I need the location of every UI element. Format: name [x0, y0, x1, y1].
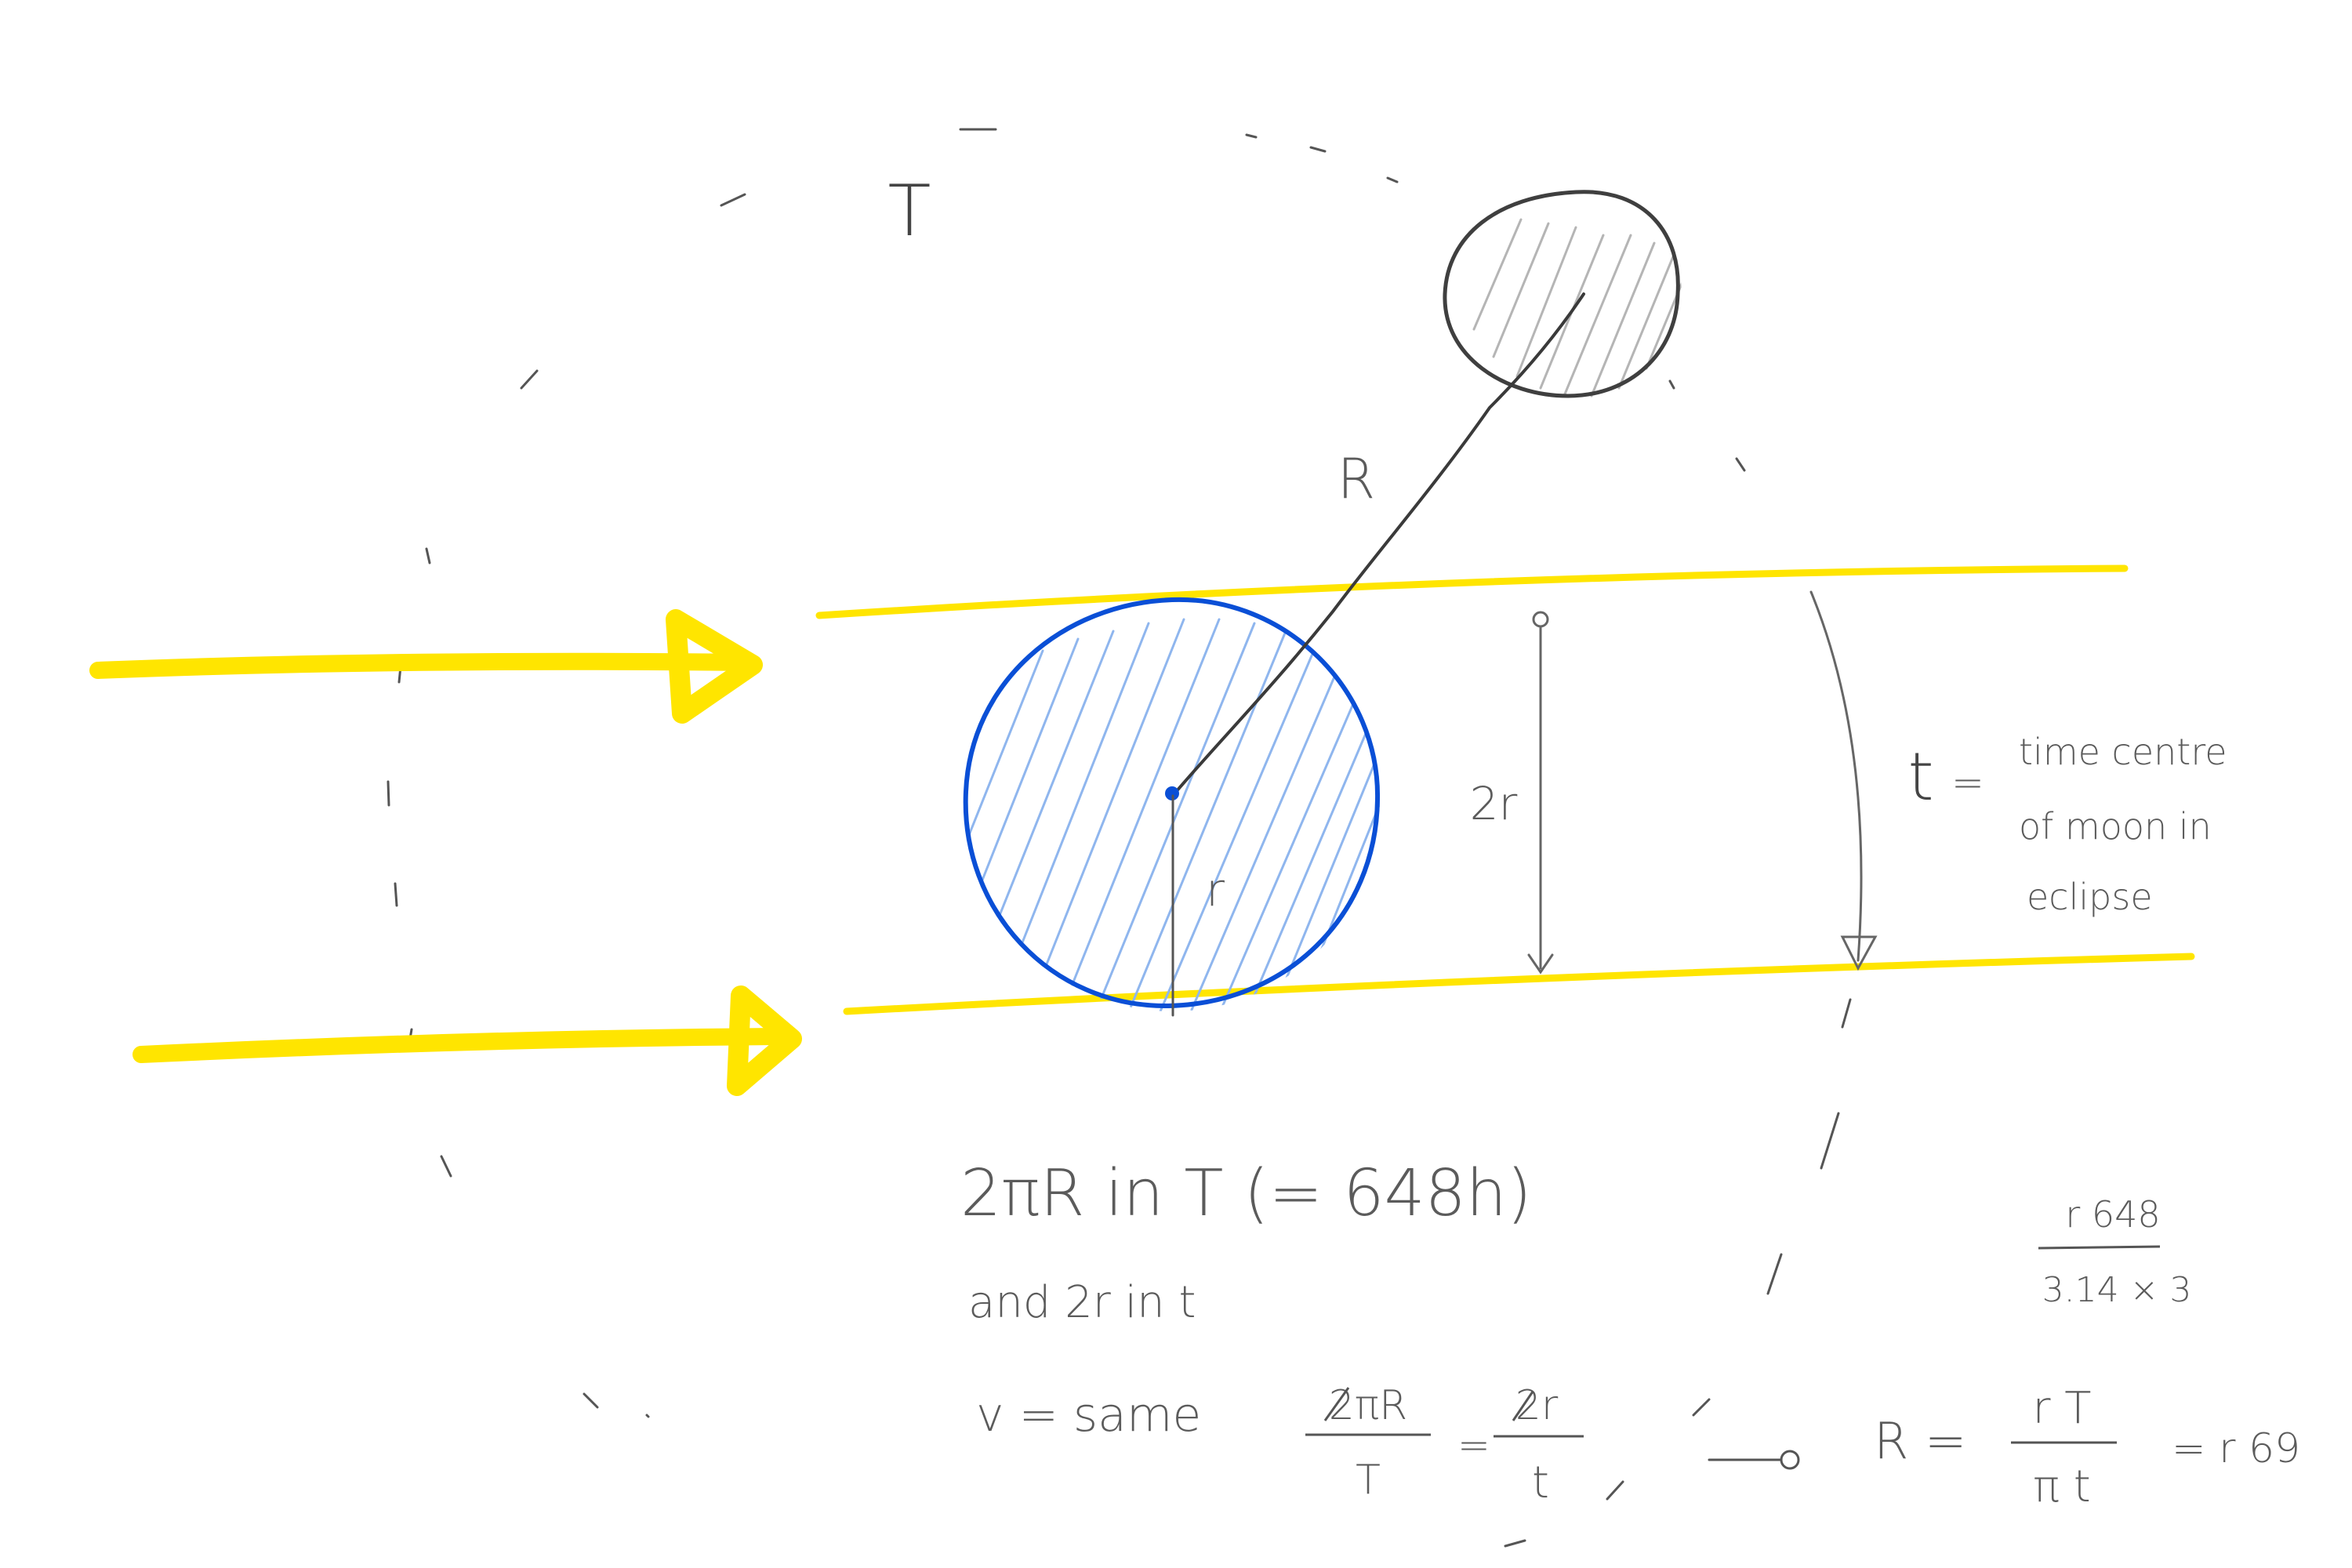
- eclipse-time-symbol: t: [1907, 739, 1933, 816]
- implies-arrow: [1708, 1450, 1800, 1470]
- arrow-right-icon: [727, 985, 802, 1096]
- eclipse-time-definition-1: time centre: [2019, 731, 2227, 773]
- equation-line-2: and 2r in t: [968, 1277, 1196, 1328]
- orbit-radius-line: [1174, 292, 1585, 793]
- moon: [1443, 190, 1682, 398]
- orbit-period-label: T: [888, 170, 931, 252]
- svg-text:r T: r T: [2032, 1383, 2091, 1434]
- eclipse-time-equals: =: [1951, 760, 1984, 805]
- shadow-upper-edge: [815, 564, 2129, 619]
- sunlight-arrow-top: [89, 609, 763, 724]
- equation-line-3-prefix: v = same: [976, 1388, 1201, 1443]
- result-value: = r 69: [2172, 1425, 2300, 1472]
- earth-centre-dot: [1165, 786, 1179, 800]
- svg-text:T: T: [1356, 1457, 1381, 1504]
- sunlight-arrow-bottom: [132, 985, 802, 1096]
- velocity-fraction-lhs: 2πR T: [1305, 1382, 1431, 1504]
- velocity-fraction-rhs: 2r t: [1494, 1382, 1584, 1508]
- result-fraction: r T π t: [2011, 1383, 2117, 1512]
- svg-text:π t: π t: [2033, 1461, 2090, 1512]
- eclipse-time-definition-3: eclipse: [2027, 876, 2153, 918]
- circle-icon: [1443, 190, 1680, 398]
- circle-icon: [963, 597, 1381, 1009]
- eclipse-time-arrow: [1809, 590, 1878, 971]
- moon-orbit-dashes: [387, 128, 1852, 1548]
- arrow-right-icon: [666, 609, 763, 724]
- shadow-width-arrow: [1527, 611, 1554, 975]
- equation-line-1: 2πR in T (= 648h): [960, 1156, 1532, 1231]
- svg-text:2πR: 2πR: [1329, 1382, 1408, 1429]
- svg-text:r 648: r 648: [2065, 1193, 2160, 1236]
- svg-text:3.14 × 3: 3.14 × 3: [2042, 1270, 2192, 1310]
- result-lhs: R =: [1874, 1413, 1966, 1471]
- svg-text:t: t: [1532, 1457, 1549, 1508]
- equals-sign: =: [1457, 1422, 1490, 1468]
- side-calculation: r 648 3.14 × 3: [2038, 1193, 2191, 1310]
- earth: [963, 597, 1381, 1011]
- orbit-radius-label: R: [1338, 447, 1376, 511]
- shadow-width-label: 2r: [1470, 777, 1518, 830]
- eclipse-time-definition-2: of moon in: [2019, 805, 2212, 848]
- shadow-lower-edge: [843, 953, 2195, 1015]
- earth-radius-label: r: [1206, 863, 1225, 916]
